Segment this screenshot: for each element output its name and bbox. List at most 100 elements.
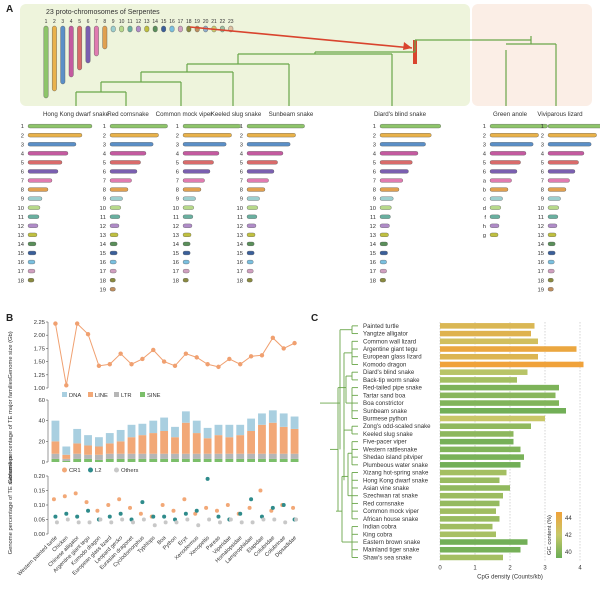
highlight-arrow-head [403,42,412,50]
chromosome-label: 14 [237,242,244,248]
te-bar-segment [247,418,255,431]
cpg-species-label: Painted turtle [363,323,400,330]
te-bar-segment [181,458,190,462]
te-sub-point [53,514,58,519]
chromosome-bar [182,160,214,165]
chromosome-bar [547,269,555,274]
te-sub-tick-label: 0.00 [34,532,45,538]
genome-size-tick-label: 1.75 [34,346,45,352]
te-sub-point [225,503,230,507]
te-sub-point [64,511,69,516]
chromosome-bar [246,250,255,256]
chromosome-bar [379,133,432,138]
te-sub-point [250,520,255,525]
cpg-species-label: Plumbeous water snake [363,462,429,469]
chromosome-bar [489,214,501,219]
chromosome-bar [182,178,205,183]
chromosome-bar [27,278,35,283]
te-bar-segment [181,453,190,459]
chromosome-label: 19 [100,287,106,293]
cpg-species-label: Five-pacer viper [363,439,407,446]
chromosome-bar [27,142,77,147]
chromosome-label: 4 [373,151,377,157]
te-legend-label: SINE [147,393,161,399]
chromosome-label: 16 [18,260,24,266]
chromosome-label: 1 [103,124,106,130]
chromosome-label: 8 [541,188,544,194]
chromosome-bar [547,232,557,237]
cpg-species-label: European glass lizard [363,354,422,361]
chromosome-label: 3 [103,142,106,148]
te-sub-legend-label: CR1 [69,468,81,474]
proto-number: 8 [103,19,106,25]
proto-number: 3 [61,19,64,25]
chromosome-label: 11 [18,215,24,221]
chromosome-bar [182,278,189,283]
te-bar-segment [258,413,266,425]
cpg-xlabel: CpG density (Counts/kb) [477,574,543,580]
te-sub-point [239,520,244,525]
te-bar-segment [62,458,71,461]
cpg-tick-label: 1 [473,565,477,571]
chromosome-bar [246,160,278,165]
te-sub-point [163,520,168,525]
chromosome-label: 7 [21,179,24,185]
chromosome-bar [489,151,527,156]
proto-chromosome [85,25,91,64]
chromosome-bar [547,205,559,210]
chromosome-label: 4 [21,151,25,157]
cpg-bar [440,554,503,561]
cpg-bar [440,423,531,429]
chromosome-bar [109,232,119,237]
chromosome-bar [489,124,548,129]
chromosome-label: 12 [18,224,24,230]
chromosome-label: 1 [483,124,486,130]
te-bar-segment [236,435,245,454]
chromosome-label: 14 [538,242,545,248]
chromosome-label: 6 [373,170,376,176]
chromosome-label: 6 [240,170,243,176]
te-bar-segment [149,453,158,459]
te-bar-segment [51,420,60,442]
chromosome-bar [109,169,138,174]
chromosome-label: 4 [176,151,180,157]
te-bar-segment [247,431,255,454]
chromosome-label: 5 [483,160,486,166]
te-bar-segment [236,458,245,462]
cpg-species-label: Sunbeam snake [363,408,408,415]
te-sub-point [141,517,146,522]
te-bar-segment [73,453,82,459]
te-sub-point [128,505,133,510]
cpg-species-label: Back-tip worm snake [363,377,420,384]
te-bar-segment [105,453,114,459]
chromosome-label: 18 [538,278,544,284]
chromosome-bar [182,241,191,246]
chromosome-label: 13 [18,233,24,239]
genome-size-point [151,347,156,353]
te-sub-point [107,514,112,519]
te-bar-segment [236,453,245,459]
chromosome-label: 16 [100,260,106,266]
chromosome-bar [379,250,388,256]
te-legend-label: LINE [95,393,108,399]
proto-chromosome [77,25,83,71]
te-sub-point [131,520,136,525]
chromosome-label: 10 [173,206,179,212]
genome-size-point [74,321,80,326]
chromosome-bar [547,160,579,165]
te-sub-point [283,520,288,525]
proto-chromosome [43,25,49,99]
cpg-species-label: Common wall lizard [363,338,416,345]
te-bar-segment [258,424,266,454]
chromosome-label: 10 [18,206,24,212]
species-label: Green anole [493,111,528,118]
te-sub-point [151,514,156,519]
chromosome-label: 2 [21,133,24,139]
chromosome-bar [27,187,49,192]
te-bar-segment [203,427,212,439]
genome-size-point [281,346,286,351]
chromosome-label: 2 [541,133,544,139]
